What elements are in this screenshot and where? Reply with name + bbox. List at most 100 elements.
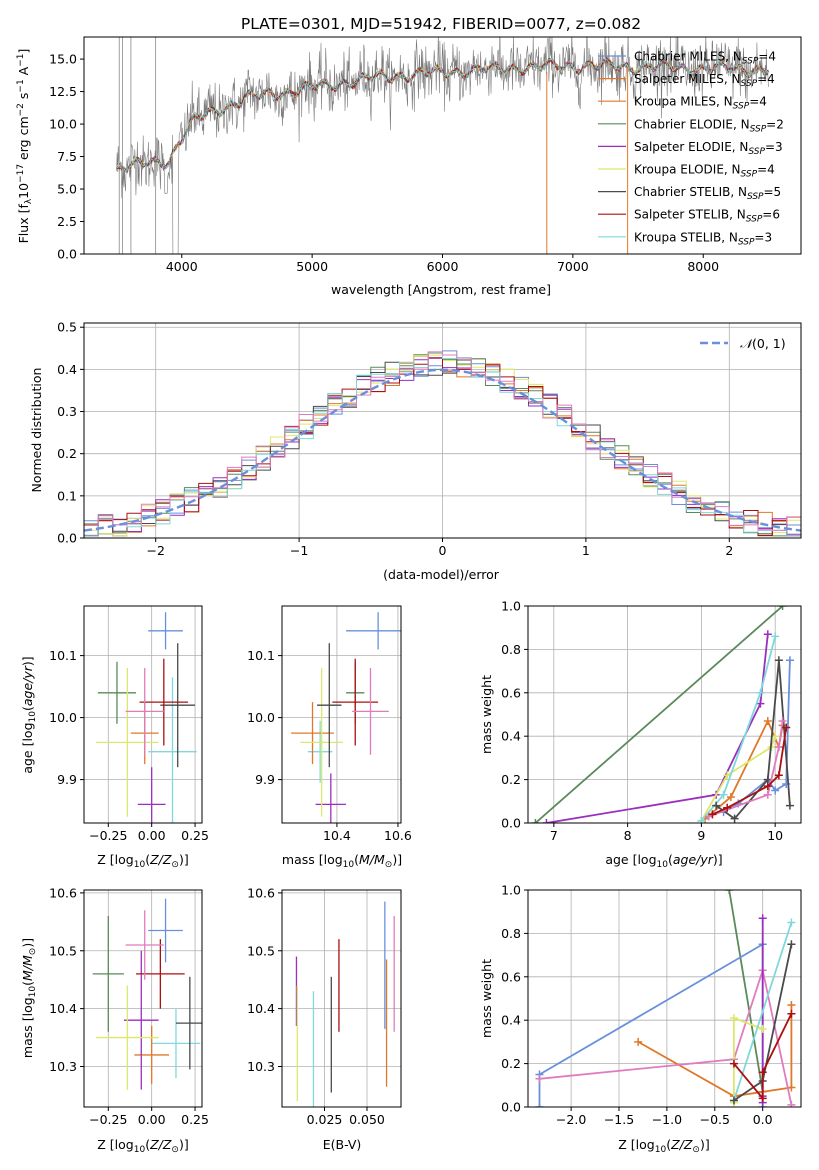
weight-marker — [758, 1068, 767, 1077]
axes-frame — [527, 889, 802, 1108]
weight-marker — [723, 803, 732, 812]
plot-area — [295, 901, 395, 1107]
x-tick-label: 5000 — [296, 259, 328, 274]
x-tick-label: 0.00 — [138, 1112, 166, 1127]
weight-marker — [763, 717, 772, 726]
y-tick-label: 0.0 — [57, 247, 77, 262]
y-tick-label: 1.0 — [501, 883, 521, 898]
x-tick-label: −0.5 — [700, 1112, 730, 1127]
weight-line-cyan — [733, 922, 793, 1101]
y-tick-label: 10.5 — [247, 943, 275, 958]
weight-marker — [535, 1103, 544, 1107]
weight-marker — [778, 606, 787, 610]
x-tick-label: 7000 — [557, 259, 589, 274]
x-axis-label: (data-model)/error — [383, 567, 500, 582]
x-tick-label: 6000 — [427, 259, 459, 274]
legend-label: Chabrier ELODIE, NSSP=2 — [634, 117, 784, 134]
plot-area — [96, 612, 197, 823]
y-axis-label: mass weight — [479, 959, 494, 1038]
y-tick-label: 0.2 — [501, 772, 521, 787]
x-tick-label: 2 — [725, 543, 733, 558]
y-tick-label: 10.0 — [247, 710, 275, 725]
x-tick-label: −1 — [290, 543, 308, 558]
axes-frame — [527, 605, 802, 824]
x-tick-label: 0 — [439, 543, 447, 558]
weight-line-green — [534, 606, 784, 823]
y-tick-label: 10.6 — [247, 885, 275, 900]
x-axis-label: Z [log10(Z/Z⊙)] — [97, 852, 188, 870]
spectrum-model-line — [116, 57, 769, 172]
weight-marker — [756, 688, 765, 697]
legend-label: Salpeter STELIB, NSSP=6 — [634, 208, 780, 225]
x-tick-label: 7 — [550, 828, 558, 843]
weight-marker — [787, 1100, 796, 1107]
panel-ebv-mass: 0.025 0.050 10.3 10.4 10.5 10.6 E(B-V) — [247, 885, 402, 1152]
y-tick-label: 0.1 — [57, 488, 77, 503]
y-tick-label: 10.3 — [247, 1059, 275, 1074]
x-tick-label: 0.0 — [753, 1112, 773, 1127]
axes-frame — [83, 322, 802, 539]
y-tick-label: 0.4 — [57, 362, 77, 377]
weight-marker — [542, 819, 551, 823]
weight-marker — [785, 656, 794, 665]
weight-marker — [778, 717, 787, 726]
y-axis-label: mass weight — [479, 675, 494, 754]
x-tick-label: −0.25 — [89, 1112, 127, 1127]
y-tick-label: 0.0 — [501, 1100, 521, 1115]
weight-marker — [771, 786, 780, 795]
x-axis-label: wavelength [Angstrom, rest frame] — [331, 282, 551, 297]
legend-label: Kroupa ELODIE, NSSP=4 — [634, 163, 775, 180]
y-tick-label: 7.5 — [57, 149, 77, 164]
y-tick-label: 10.0 — [49, 710, 77, 725]
normal-curve — [84, 368, 801, 532]
x-axis-label: E(B-V) — [323, 1137, 362, 1152]
x-tick-label: −0.25 — [89, 828, 127, 843]
x-tick-label: 0.00 — [138, 828, 166, 843]
weight-marker — [730, 814, 739, 823]
weight-line-yellow — [700, 735, 777, 822]
legend-label: Kroupa MILES, NSSP=4 — [634, 95, 767, 112]
y-tick-label: 0.2 — [57, 446, 77, 461]
y-tick-label: 0.4 — [501, 1013, 521, 1028]
x-tick-label: 0.050 — [349, 1112, 385, 1127]
y-tick-label: 0.5 — [57, 320, 77, 335]
weight-marker — [531, 819, 540, 823]
y-tick-label: 0.3 — [57, 404, 77, 419]
weight-line-cyan — [700, 636, 777, 822]
weight-marker — [756, 699, 765, 708]
panel-residuals: −2 −1 0 1 2 0.0 0.1 0.2 0.3 0.4 0.5 𝒩(0, 1) (data-mo… — [29, 320, 802, 582]
y-tick-label: 0.4 — [501, 729, 521, 744]
x-axis-label: Z [log10(Z/Z⊙)] — [618, 1137, 709, 1155]
plot-area — [116, 37, 769, 254]
y-tick-label: 0.0 — [501, 816, 521, 831]
x-axis-label: age [log10(age/yr)] — [605, 852, 722, 870]
weight-marker — [774, 656, 783, 665]
weight-marker — [729, 1059, 738, 1068]
y-tick-label: 2.5 — [57, 214, 77, 229]
y-tick-label: 0.8 — [501, 926, 521, 941]
y-tick-label: 10.0 — [49, 117, 77, 132]
weight-marker — [763, 630, 772, 639]
panel-spectrum: 4000 5000 6000 7000 8000 0.0 2.5 5.0 7.5 10.0 12.5… — [16, 36, 802, 297]
y-tick-label: 0.8 — [501, 642, 521, 657]
y-tick-label: 9.9 — [255, 772, 275, 787]
plot-area — [291, 612, 401, 823]
y-tick-label: 1.0 — [501, 599, 521, 614]
x-tick-label: 10.6 — [384, 828, 412, 843]
weight-marker — [729, 1014, 738, 1023]
y-tick-label: 12.5 — [49, 84, 77, 99]
x-tick-label: −1.5 — [604, 1112, 634, 1127]
weight-line-blue — [538, 942, 764, 1107]
y-axis-label: Flux [fλ10−17 erg cm−2 s−1 A−1] — [16, 49, 34, 244]
axes-frame — [281, 605, 402, 824]
x-tick-label: 10 — [767, 828, 783, 843]
y-axis-label: age [log10(age/yr)] — [20, 656, 38, 773]
axes-frame — [281, 889, 402, 1108]
weight-marker — [758, 1094, 767, 1103]
x-tick-label: 0.25 — [181, 828, 209, 843]
weight-marker — [787, 1083, 796, 1092]
x-tick-label: 8000 — [687, 259, 719, 274]
weight-marker — [785, 801, 794, 810]
weight-marker — [774, 743, 783, 752]
panel-z-mass: −0.25 0.00 0.25 10.3 10.4 10.5 10.6 Z [log10(Z/… — [20, 885, 209, 1155]
